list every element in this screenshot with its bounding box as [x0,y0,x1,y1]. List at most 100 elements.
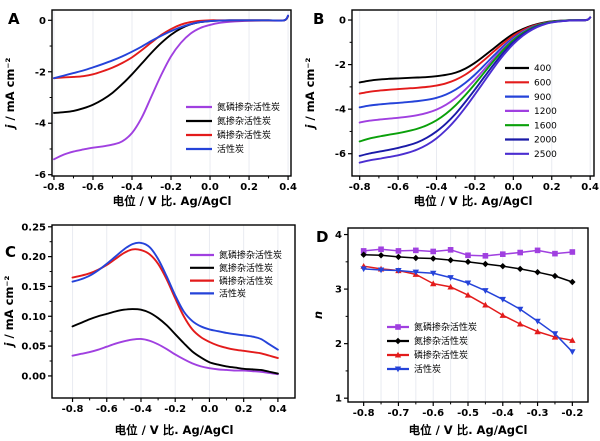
panel-letter: B [313,10,324,28]
legend-label: 氮掺杂活性炭 [219,262,273,274]
marker-diamond [360,251,367,258]
marker-triangle-down [464,280,472,287]
x-axis-title: 电位 / V 比. Ag/AgCl [414,194,533,208]
panel-a-lsv-doped-carbons-chart: -0.8 -0.6 -0.4 -0.2 0.0 0.2 0.4 0 -2 -4 -6 氮磷掺杂活性炭氮… [3,9,297,208]
marker-square [395,324,401,330]
panel-letter: A [8,10,20,28]
x-tick-label: -0.8 [349,182,371,193]
x-tick-label: 0.4 [279,182,297,193]
marker-triangle-up [464,291,472,298]
x-tick-label: -0.2 [164,404,186,415]
y-tick-label: 0.05 [21,342,46,353]
marker-triangle-up [499,312,506,318]
marker-diamond [569,278,576,286]
marker-diamond [395,253,402,261]
series-line [71,308,279,375]
x-tick-label: -0.8 [62,404,84,415]
y-tick-label: -6 [335,149,346,160]
marker-triangle-down [534,318,541,325]
marker-diamond [447,256,454,264]
legend-label: 活性炭 [217,143,244,155]
panel-letter: D [316,228,328,246]
marker-triangle-up [447,283,454,290]
marker-diamond [412,254,420,262]
legend-label: 1600 [534,121,557,131]
marker-triangle-up [394,351,402,358]
x-tick-label: 0.2 [235,404,253,415]
marker-square [552,250,558,257]
y-axis-title: j / mA cm⁻² [2,276,16,349]
marker-triangle-down [499,296,506,303]
legend-label: 磷掺杂活性炭 [414,349,468,361]
y-axis-title: n [311,311,325,319]
x-tick-label: 0.4 [581,182,599,193]
marker-square [447,247,454,253]
y-tick-label: 0 [39,16,46,27]
y-tick-label: 2 [335,339,342,350]
marker-diamond [464,258,472,266]
marker-triangle-down [551,331,559,338]
x-tick-label: -0.6 [387,182,409,193]
marker-triangle-down [516,306,524,313]
marker-square [395,248,402,254]
y-axis-title: j / mA cm⁻² [303,58,317,131]
legend-label: 900 [534,93,551,103]
x-tick-label: 0.2 [543,182,561,193]
x-axis-title: 电位 / V 比. Ag/AgCl [113,194,232,208]
y-tick-label: 0.10 [21,312,46,323]
marker-square [360,248,367,254]
x-tick-label: -0.2 [160,182,182,193]
marker-square [413,247,419,254]
marker-square [499,251,506,257]
legend-label: 2500 [534,150,557,160]
legend-label: 磷掺杂活性炭 [217,129,271,141]
legend-label: 1200 [534,107,557,117]
legend-label: 2000 [534,136,557,146]
x-tick-label: -0.7 [387,408,409,419]
marker-diamond [516,265,524,273]
y-tick-label: 0.15 [21,282,46,293]
marker-square [430,248,437,255]
legend-label: 400 [534,64,551,74]
panel-b-lsv-rotation-rates-chart: -0.8 -0.6 -0.4 -0.2 0.0 0.2 0.4 0 -2 -4 -6 400 600 90… [303,9,599,208]
x-tick-label: -0.4 [130,404,152,415]
legend-label: 氮掺杂活性炭 [217,115,271,127]
legend-label: 活性炭 [414,363,441,375]
marker-diamond [534,268,541,276]
panel-letter: C [5,243,16,261]
marker-triangle-down [360,266,367,273]
marker-square [378,246,384,253]
legend-label: 氮掺杂活性炭 [414,335,468,347]
y-axis-title: j / mA cm⁻² [3,58,17,131]
marker-triangle-up [534,328,541,335]
series-line [53,14,290,161]
series-line [358,16,592,164]
marker-triangle-down [395,267,402,274]
marker-triangle-down [412,269,420,276]
series-line [71,241,279,351]
marker-square [569,249,576,255]
marker-triangle-down [482,288,489,294]
legend-label: 氮磷掺杂活性炭 [217,101,280,113]
marker-square [465,252,471,259]
marker-triangle-up [516,320,524,327]
legend-label: 600 [534,79,551,89]
y-tick-label: 1 [335,394,342,405]
marker-diamond [394,337,402,345]
marker-diamond [430,255,437,262]
x-tick-label: -0.3 [527,408,549,419]
y-tick-label: -4 [335,105,346,116]
y-tick-label: -2 [335,60,346,71]
marker-triangle-up [569,337,576,343]
x-axis-title: 电位 / V 比. Ag/AgCl [409,423,528,437]
x-tick-label: -0.2 [464,182,486,193]
marker-square [534,247,541,254]
marker-triangle-down [430,270,437,277]
marker-triangle-up [430,280,437,287]
marker-diamond [551,272,559,280]
x-tick-label: -0.2 [561,408,583,419]
x-tick-label: -0.4 [426,182,448,193]
x-tick-label: 0.2 [240,182,258,193]
marker-triangle-down [394,366,402,373]
